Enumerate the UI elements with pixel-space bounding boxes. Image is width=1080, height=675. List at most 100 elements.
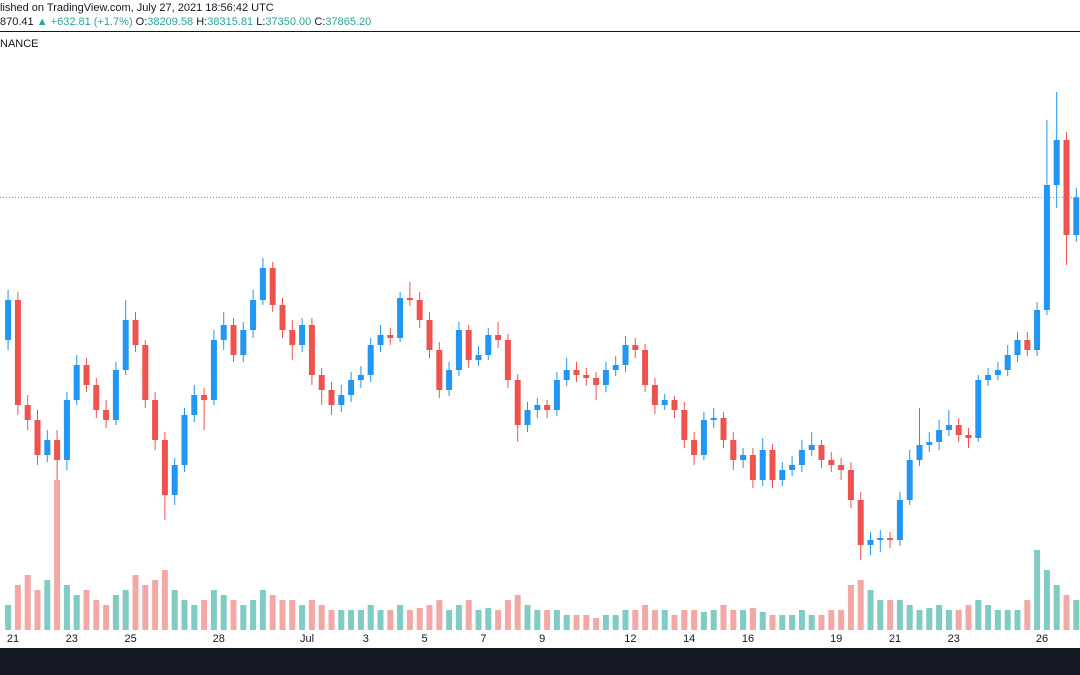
volume-bar	[965, 605, 972, 630]
volume-bar	[828, 610, 835, 630]
candle-body	[367, 345, 374, 375]
candle-body	[730, 440, 737, 460]
volume-bar	[847, 585, 854, 630]
volume-bar	[887, 600, 894, 630]
volume-bar	[299, 605, 306, 630]
volume-bar	[945, 610, 952, 630]
volume-bar	[1073, 600, 1080, 630]
candle-body	[210, 340, 217, 400]
volume-bar	[93, 600, 100, 630]
volume-bar	[553, 610, 560, 630]
candle-body	[446, 370, 453, 390]
volume-bar	[710, 610, 717, 630]
volume-bar	[465, 600, 472, 630]
candle-body	[602, 370, 609, 385]
volume-bar	[14, 585, 21, 630]
candle-body	[1043, 185, 1050, 310]
candle-body	[318, 375, 325, 390]
candle-body	[171, 465, 178, 495]
volume-bar	[377, 610, 384, 630]
candle-body	[632, 345, 639, 350]
volume-bar	[171, 590, 178, 630]
candle-body	[593, 378, 600, 385]
candle-body	[504, 340, 511, 380]
candle-body	[906, 460, 913, 500]
volume-bar	[161, 570, 168, 630]
candle-body	[230, 325, 237, 355]
ohlc-value: 37350.00	[265, 16, 312, 28]
volume-bar	[994, 610, 1001, 630]
volume-bar	[328, 610, 335, 630]
volume-bar	[63, 585, 70, 630]
candle-body	[838, 465, 845, 470]
volume-bar	[789, 615, 796, 630]
candle-body	[152, 400, 159, 440]
exchange-line: NANCE	[0, 38, 39, 50]
ohlc-label: C:	[314, 16, 326, 28]
candle-body	[965, 435, 972, 438]
candle-body	[1014, 340, 1021, 355]
candle-body	[573, 370, 580, 375]
volume-bar	[210, 590, 217, 630]
candle-body	[847, 470, 854, 500]
candle-body	[1034, 310, 1041, 350]
candle-body	[201, 395, 208, 400]
candle-body	[14, 300, 21, 405]
volume-bar	[44, 580, 51, 630]
volume-bar	[700, 612, 707, 630]
candle-body	[681, 410, 688, 440]
volume-bar	[759, 612, 766, 630]
candle-body	[83, 365, 90, 385]
candle-body	[250, 300, 257, 330]
candle-body	[93, 385, 100, 410]
volume-bar	[132, 575, 139, 630]
volume-bar	[691, 610, 698, 630]
x-tick-label: 9	[539, 633, 545, 645]
candle-body	[534, 405, 541, 410]
x-tick-label: 3	[363, 633, 369, 645]
candle-body	[671, 400, 678, 410]
volume-bar	[181, 600, 188, 630]
volume-bar	[632, 610, 639, 630]
candle-body	[132, 320, 139, 345]
candle-body	[299, 325, 306, 345]
volume-bar	[152, 580, 159, 630]
candle-body	[387, 335, 394, 338]
title: lished on TradingView.com, July 27, 2021…	[0, 2, 274, 14]
candle-body	[994, 370, 1001, 375]
volume-bar	[877, 600, 884, 630]
candle-body	[181, 415, 188, 465]
volume-bar	[808, 615, 815, 630]
volume-bar	[779, 615, 786, 630]
volume-bar	[446, 610, 453, 630]
volume-bar	[54, 480, 61, 630]
volume-layer	[5, 480, 1080, 630]
volume-bar	[661, 610, 668, 630]
candle-body	[710, 418, 717, 420]
x-tick-label: 19	[830, 633, 842, 645]
candle-body	[612, 365, 619, 370]
volume-bar	[1034, 550, 1041, 630]
volume-bar	[1053, 585, 1060, 630]
ohlc-label: O:	[135, 16, 148, 28]
volume-bar	[436, 600, 443, 630]
volume-bar	[955, 610, 962, 630]
candle-body	[975, 380, 982, 438]
candle-body	[916, 445, 923, 460]
volume-bar	[250, 600, 257, 630]
volume-bar	[406, 610, 413, 630]
x-tick-label: 21	[889, 633, 901, 645]
candle-body	[985, 375, 992, 380]
volume-bar	[318, 605, 325, 630]
x-tick-label: 16	[742, 633, 754, 645]
volume-bar	[73, 595, 80, 630]
candle-body	[112, 370, 119, 420]
candle-body	[34, 420, 41, 455]
exchange: NANCE	[0, 38, 39, 50]
volume-bar	[818, 615, 825, 630]
volume-bar	[504, 600, 511, 630]
candle-body	[240, 330, 247, 355]
volume-bar	[367, 605, 374, 630]
